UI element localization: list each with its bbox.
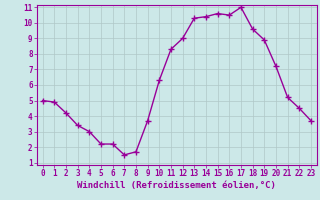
X-axis label: Windchill (Refroidissement éolien,°C): Windchill (Refroidissement éolien,°C) (77, 181, 276, 190)
